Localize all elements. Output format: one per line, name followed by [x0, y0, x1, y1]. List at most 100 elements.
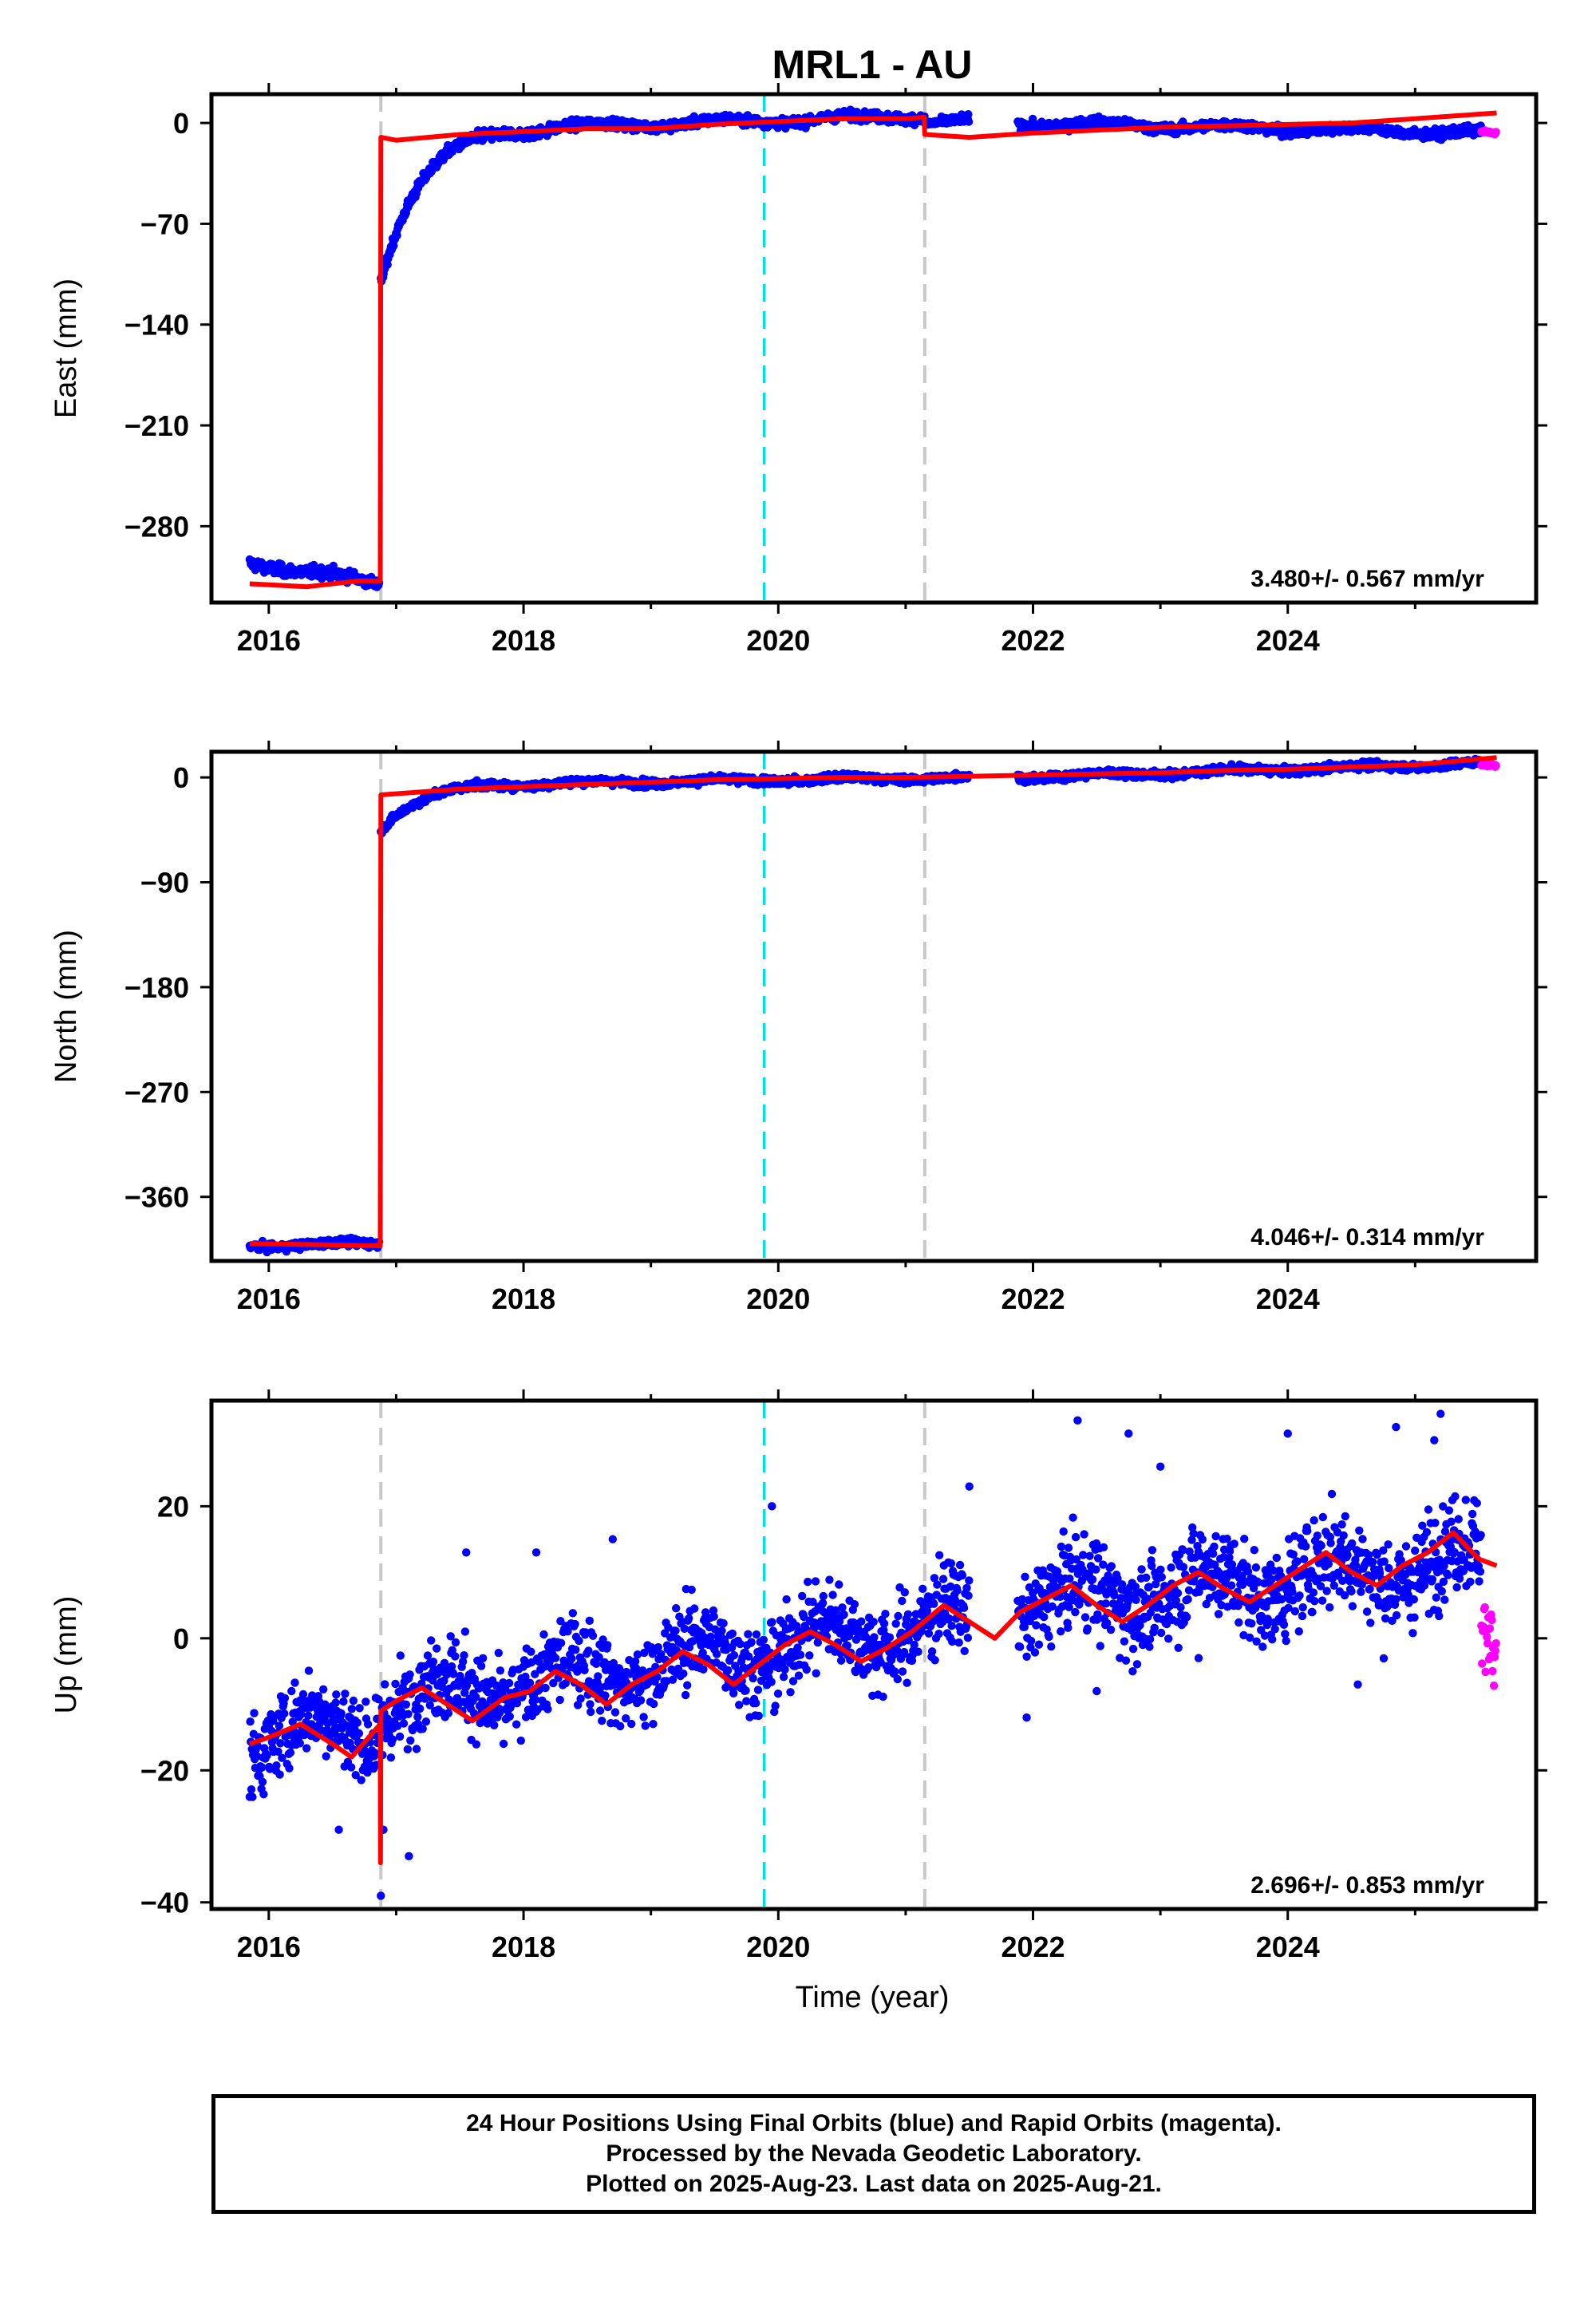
data-point [285, 1764, 294, 1773]
data-point [357, 1776, 365, 1784]
data-point [460, 1627, 470, 1636]
data-point [302, 1744, 311, 1753]
data-point [258, 1763, 267, 1772]
data-point [386, 1753, 396, 1762]
data-point [404, 1709, 413, 1718]
data-point [490, 1721, 499, 1729]
y-tick-label: −90 [140, 867, 189, 899]
data-point [399, 1719, 409, 1728]
data-point [460, 1651, 468, 1660]
rate-label: 4.046+/- 0.314 mm/yr [1250, 1224, 1484, 1251]
data-point [389, 241, 398, 251]
data-point [549, 1678, 558, 1688]
data-point [351, 1771, 360, 1780]
data-point [418, 1725, 427, 1733]
data-point [298, 1690, 308, 1699]
x-tick-label: 2020 [746, 624, 810, 657]
series-final-orbits [245, 754, 1485, 1257]
data-point [580, 1666, 589, 1674]
plot-frame [209, 92, 1539, 605]
data-point [370, 1749, 379, 1757]
y-tick-label: 0 [173, 107, 189, 140]
data-point [304, 1666, 314, 1675]
data-point [423, 1651, 433, 1660]
data-point [388, 1735, 397, 1744]
panel-north: 2016 2018 2020 2022 20240−90−180−270−360Nort… [49, 741, 1547, 1315]
data-point [531, 1670, 539, 1678]
data-point [433, 1644, 441, 1653]
data-point [304, 1711, 313, 1720]
data-point [395, 1732, 405, 1741]
data-point [263, 1751, 271, 1760]
data-point [275, 1721, 284, 1730]
rate-label: 3.480+/- 0.567 mm/yr [1250, 566, 1484, 592]
data-point [429, 1658, 438, 1666]
data-point [381, 1680, 389, 1689]
rapid-point [1491, 128, 1500, 136]
data-point [401, 1700, 410, 1709]
x-tick-label: 2022 [1001, 624, 1065, 657]
data-point [413, 1713, 422, 1721]
data-point [576, 1694, 585, 1703]
data-point [403, 1745, 413, 1754]
y-tick-label: −140 [124, 309, 189, 342]
data-point [347, 1705, 356, 1713]
data-point [250, 1709, 259, 1717]
data-point [449, 1670, 458, 1678]
x-tick-label: 2024 [1256, 624, 1320, 657]
data-point [551, 1654, 560, 1662]
y-tick-label: −360 [124, 1181, 189, 1214]
data-point [322, 1752, 330, 1761]
data-point [276, 1739, 285, 1748]
data-point [447, 1662, 456, 1671]
data-point [429, 1676, 437, 1685]
data-point [452, 1694, 462, 1702]
data-point [556, 1617, 565, 1626]
data-point [479, 1654, 488, 1662]
data-point [274, 1747, 282, 1756]
data-point [391, 1679, 400, 1689]
data-point [573, 1701, 583, 1709]
data-point [383, 260, 392, 269]
data-point [458, 1657, 468, 1666]
data-point [363, 1768, 372, 1777]
plot-area [245, 752, 1500, 1261]
x-tick-label: 2024 [1256, 1282, 1320, 1315]
y-tick-label: −70 [140, 207, 189, 240]
y-tick-label: −280 [124, 510, 189, 543]
data-point [571, 1646, 580, 1654]
data-point [541, 1683, 550, 1693]
data-point [543, 1705, 552, 1713]
plot-area [245, 94, 1500, 603]
data-point [278, 1753, 286, 1762]
data-point [472, 1740, 481, 1749]
y-tick-label: 0 [173, 761, 189, 794]
data-point [341, 1690, 350, 1698]
data-point [494, 1649, 503, 1658]
data-point [451, 1638, 460, 1647]
y-tick-label: −180 [124, 971, 189, 1004]
data-point [406, 1736, 415, 1745]
data-point [476, 1662, 486, 1670]
data-point [425, 1701, 434, 1709]
y-axis-label: North (mm) [49, 930, 83, 1083]
data-point [527, 1647, 535, 1656]
data-point [421, 1717, 431, 1726]
data-point [567, 1654, 576, 1663]
data-point [556, 1638, 566, 1647]
data-point [353, 1718, 361, 1727]
series-rapid-orbits [1477, 126, 1500, 139]
data-point [275, 1770, 284, 1779]
data-point [374, 1695, 383, 1704]
data-point [504, 1678, 514, 1688]
data-point [539, 1630, 548, 1639]
x-tick-label: 2018 [492, 1282, 555, 1315]
data-point [964, 117, 974, 126]
data-point [363, 1720, 373, 1729]
data-point [417, 1679, 426, 1688]
data-point [525, 1678, 535, 1687]
x-tick-label: 2016 [237, 624, 301, 657]
rapid-point [1491, 761, 1500, 770]
